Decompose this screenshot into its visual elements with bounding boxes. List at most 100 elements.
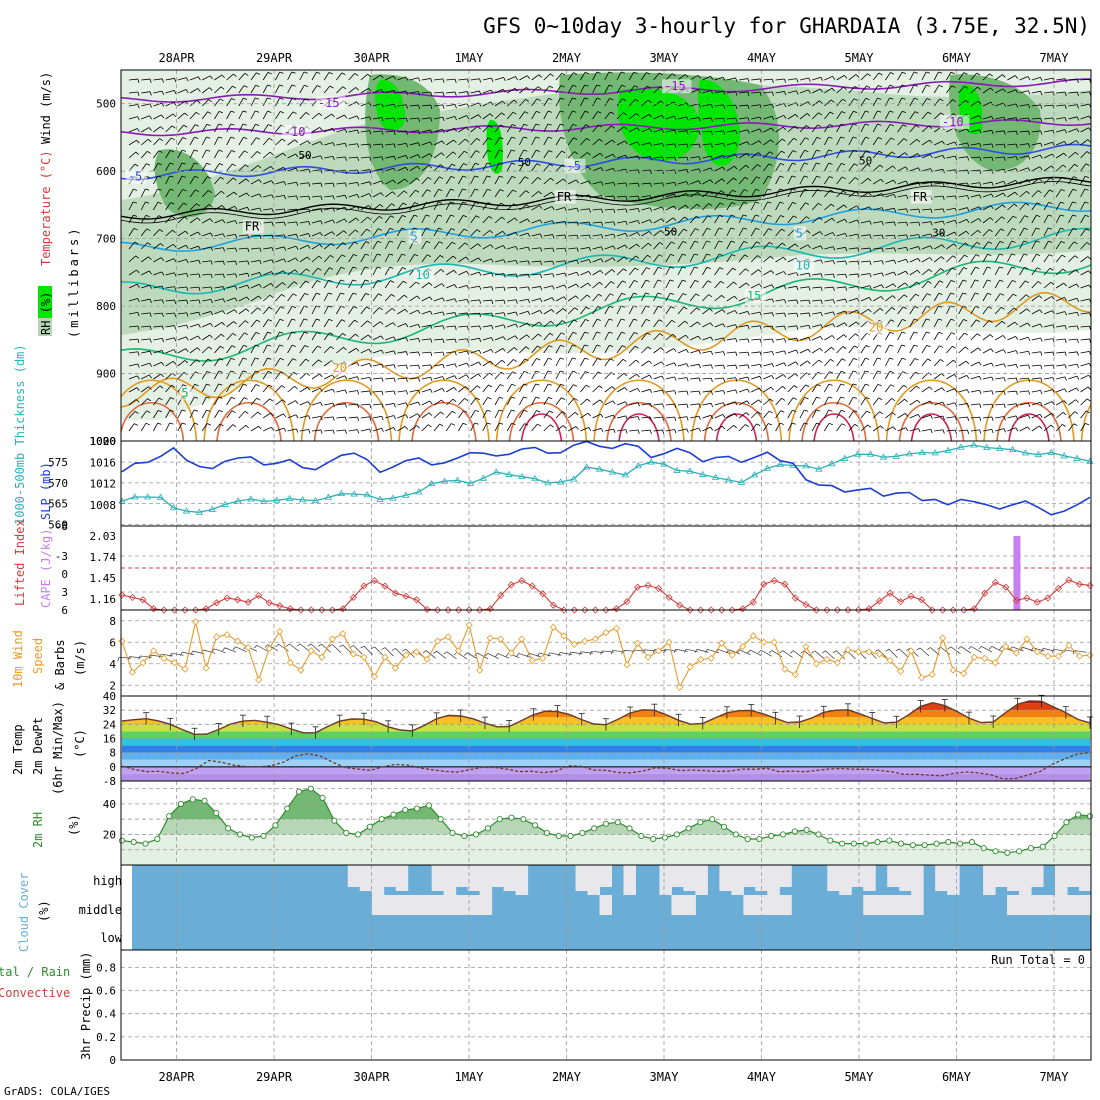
wind10m-marker (981, 654, 989, 662)
lifted-marker (812, 606, 820, 614)
thickness-marker (273, 496, 281, 503)
pressure-tick-label: 700 (96, 233, 116, 246)
wind10m-marker (802, 642, 810, 651)
lifted-marker (118, 591, 126, 599)
wind10m-marker (370, 673, 379, 681)
lifted-marker (707, 606, 715, 614)
wind10m-marker (486, 634, 494, 642)
rh2m-marker (1051, 832, 1058, 840)
cloud-level-axis: high middle low (79, 874, 123, 945)
wind10m-marker (402, 651, 410, 659)
cloud-gap-high (947, 865, 960, 895)
lifted-marker (1033, 598, 1041, 606)
lifted-marker (1044, 594, 1052, 602)
lifted-marker (139, 596, 147, 604)
isotherm-label: 10 (796, 259, 810, 273)
thickness-marker (673, 466, 681, 473)
thickness-marker (569, 475, 578, 482)
bottom-date-label: 1MAY (455, 1070, 485, 1084)
lifted-marker (412, 596, 421, 604)
lifted-marker (149, 605, 158, 613)
precip-tick-label: 0.6 (96, 985, 116, 998)
lifted-marker (697, 606, 705, 614)
lifted-marker (360, 582, 368, 590)
wind10m-axis: 2 4 6 8 (109, 615, 116, 693)
wind10m-marker (676, 683, 684, 691)
precip-axis-label: 3hr Precip (mm) (79, 952, 93, 1060)
lifted-marker (728, 606, 736, 614)
bottom-date-label: 5MAY (845, 1070, 875, 1084)
rh2m-marker (177, 800, 184, 807)
lifted-marker (528, 582, 536, 590)
lifted-marker (676, 601, 684, 609)
isotherm-label: 5 (796, 226, 803, 240)
thickness-marker (660, 460, 668, 467)
rh2m-marker (933, 840, 940, 847)
wind10m-tick-label: 4 (109, 658, 116, 671)
rh2m-marker (650, 835, 657, 843)
lifted-marker (402, 592, 410, 600)
temp-label-2: 2m DewPt (31, 717, 45, 775)
temperature-tick-label: 16 (103, 733, 116, 746)
lifted-cape-axes: -8 -3 0 3 6 1.16 1.45 1.74 2.03 (55, 520, 117, 617)
cloud-gap-mid (1079, 895, 1091, 915)
thickness-marker (686, 467, 694, 474)
lifted-marker (928, 606, 936, 614)
cloud-gap-high (839, 865, 852, 895)
pressure-axis: 500 600 700 800 900 1000 (90, 98, 117, 448)
cloud-gap-mid (671, 895, 684, 915)
thickness-markers (118, 441, 1094, 515)
cloud-gap-mid (371, 895, 385, 915)
cloud-gap-high (911, 865, 924, 895)
cloud-gap-high (599, 865, 612, 887)
rh2m-marker (213, 810, 220, 817)
cloud-gap-high (395, 865, 409, 891)
thickness-marker (195, 508, 204, 515)
slp-tick-label: 1012 (90, 478, 117, 491)
lifted-marker (191, 606, 200, 614)
lifted-marker (970, 605, 978, 613)
lifted-tick-label: 0 (61, 568, 68, 581)
wind10m-marker (160, 654, 168, 662)
thickness-marker (1034, 450, 1043, 458)
thickness-marker (1060, 452, 1068, 459)
thickness-marker (582, 463, 591, 470)
thickness-marker (983, 443, 991, 451)
lifted-marker (1086, 581, 1094, 589)
rh2m-tick-label: 20 (103, 828, 116, 841)
wind10m-marker (518, 635, 526, 643)
temperature-grid (121, 695, 1091, 782)
rh2m-marker (626, 825, 633, 832)
cloud-gap-high (695, 865, 708, 895)
rh2m-marker (732, 831, 739, 838)
rh2m-marker (638, 832, 645, 840)
rh2m-marker (1027, 845, 1035, 852)
wind10m-tick-label: 8 (109, 615, 116, 628)
bottom-date-label: 28APR (158, 1070, 195, 1084)
wind10m-marker (897, 667, 905, 675)
lifted-marker (160, 606, 168, 614)
rh2m-marker (425, 802, 432, 809)
rh2m-marker (744, 835, 751, 843)
wind10m-marker (939, 634, 947, 642)
thickness-marker (1047, 448, 1055, 456)
lifted-marker (570, 606, 578, 614)
pressure-tick-label: 1000 (90, 435, 117, 448)
lifted-marker (181, 606, 189, 614)
wind10m-marker (170, 659, 179, 667)
wind10m-marker (781, 665, 789, 673)
wind10m-marker (1054, 652, 1062, 660)
thickness-marker (750, 471, 759, 478)
cloud-gap-mid (899, 895, 912, 915)
temperature-tick-label: -8 (103, 775, 116, 788)
temperature-axis-label: Temperature (°C) (39, 150, 53, 266)
chart-title: GFS 0~10day 3-hourly for GHARDAIA (3.75E… (483, 14, 1090, 38)
wind10m-marker (1086, 651, 1094, 659)
pressure-tick-label: 500 (96, 98, 116, 111)
precip-tick-label: 0.4 (96, 1008, 116, 1021)
thickness-marker (608, 468, 617, 475)
temp-label-1: 2m Temp (11, 724, 25, 775)
rh2m-marker (685, 825, 692, 832)
cloud-gap-mid (911, 895, 924, 915)
cloud-gap-mid (863, 895, 876, 915)
